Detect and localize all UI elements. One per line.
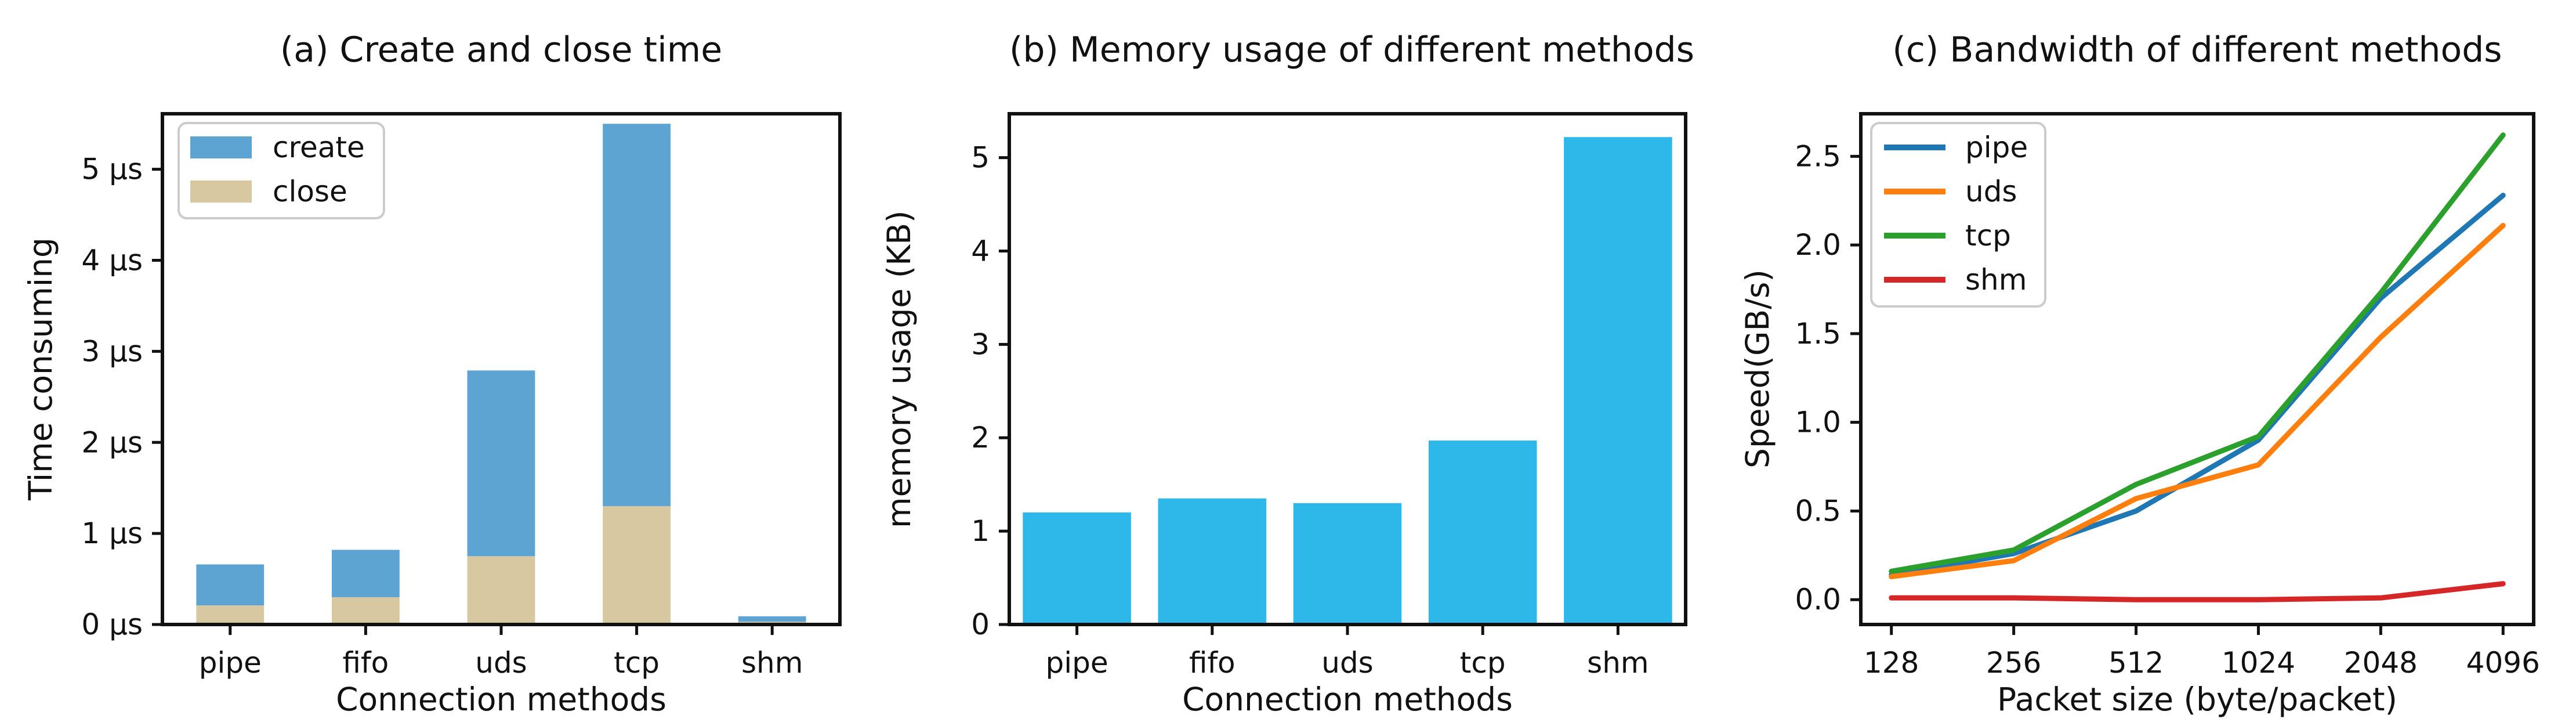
line-uds [1889,223,2506,579]
bar-pipe-close [196,605,265,624]
legend-label-uds: uds [1965,175,2017,208]
x-tick-label-512: 512 [2108,646,2164,680]
subplot-b-title: (b) Memory usage of different methods [1009,30,1694,70]
bar-fifo-create [332,550,400,597]
legend-box [1870,122,2046,308]
y-tick-label-3 µs: 3 µs [81,334,143,368]
axes-spines [1859,112,2535,626]
y-tick-label-1: 1 [971,514,990,548]
legend-label-tcp: tcp [1965,219,2011,252]
y-tick-label-4: 4 [971,234,990,268]
y-tick-label-5 µs: 5 µs [81,153,143,186]
y-tick-label-0 µs: 0 µs [81,608,143,641]
bar-tcp-close [603,506,671,624]
bar-pipe [1023,512,1131,624]
x-tick-label-shm: shm [1587,646,1649,680]
bar-uds [1293,503,1402,624]
line-shm [1889,581,2506,602]
y-tick-label-0.5: 0.5 [1795,494,1841,528]
bar-tcp-create [603,124,671,507]
x-tick-label-256: 256 [1986,646,2041,680]
x-tick-label-4096: 4096 [2466,646,2540,680]
y-tick-label-2.0: 2.0 [1795,228,1841,262]
bar-fifo [1158,498,1267,624]
x-tick-label-tcp: tcp [1460,646,1506,680]
x-tick-label-uds: uds [475,646,527,680]
bar-uds-create [467,370,535,557]
x-tick-label-128: 128 [1864,646,1919,680]
x-tick-label-fifo: fifo [343,646,389,680]
legend-label-close: close [273,175,347,208]
x-tick-label-uds: uds [1321,646,1373,680]
subplot-c-title: (c) Bandwidth of different methods [1892,30,2502,70]
legend-label-shm: shm [1965,263,2027,297]
bar-shm [1564,137,1672,625]
y-tick-label-1 µs: 1 µs [81,517,143,550]
y-tick-label-2: 2 [971,421,990,454]
legend-swatch-create [190,136,252,158]
legend: pipe uds tcp shm [1870,122,2046,308]
line-pipe [1889,193,2506,577]
subplot-a-plot: 0 µs 1 µs 2 µs 3 µs 4 µs 5 µs pipe fifo uds tcp sh… [81,112,842,680]
y-tick-label-0.0: 0.0 [1795,583,1841,616]
subplot-a: (a) Create and close time Time consuming… [0,0,858,722]
y-tick-label-2.5: 2.5 [1795,139,1841,173]
bar-uds-close [467,556,535,624]
bar-fifo-close [332,597,400,624]
x-tick-label-1024: 1024 [2222,646,2295,680]
line-tcp [1889,132,2506,574]
x-tick-label-shm: shm [741,646,803,680]
subplot-b: (b) Memory usage of different methods me… [858,0,1717,722]
y-tick-label-4 µs: 4 µs [81,244,143,277]
subplot-a-xlabel: Connection methods [336,681,666,718]
y-tick-label-2 µs: 2 µs [81,425,143,459]
y-tick-label-1.5: 1.5 [1795,317,1841,351]
subplot-b-xlabel: Connection methods [1182,681,1513,718]
y-tick-label-5: 5 [971,141,990,175]
x-tick-label-tcp: tcp [614,646,660,680]
subplot-c: (c) Bandwidth of different methods Speed… [1717,0,2575,722]
subplot-a-title: (a) Create and close time [280,30,723,70]
x-tick-label-2048: 2048 [2344,646,2418,680]
x-tick-label-fifo: fifo [1189,646,1236,680]
subplot-b-plot: 0 1 2 3 4 5 pipe fifo uds tcp shm [971,112,1687,680]
y-tick-label-1.0: 1.0 [1795,406,1841,439]
legend: create close [177,122,385,219]
legend-label-pipe: pipe [1965,131,2028,164]
subplot-c-plot: 0.0 0.5 1.0 1.5 2.0 2.5 128 256 512 1024 2048 4096 p… [1795,112,2540,680]
bar-shm-create [738,616,806,622]
x-tick-label-pipe: pipe [1046,646,1108,680]
bar-tcp [1428,441,1537,624]
bar-pipe-create [196,564,265,606]
legend-label-create: create [273,131,365,164]
y-tick-label-0: 0 [971,608,990,641]
subplot-c-xlabel: Packet size (byte/packet) [1997,681,2397,718]
x-tick-label-pipe: pipe [199,646,262,680]
y-tick-label-3: 3 [971,327,990,361]
legend-swatch-close [190,180,252,203]
